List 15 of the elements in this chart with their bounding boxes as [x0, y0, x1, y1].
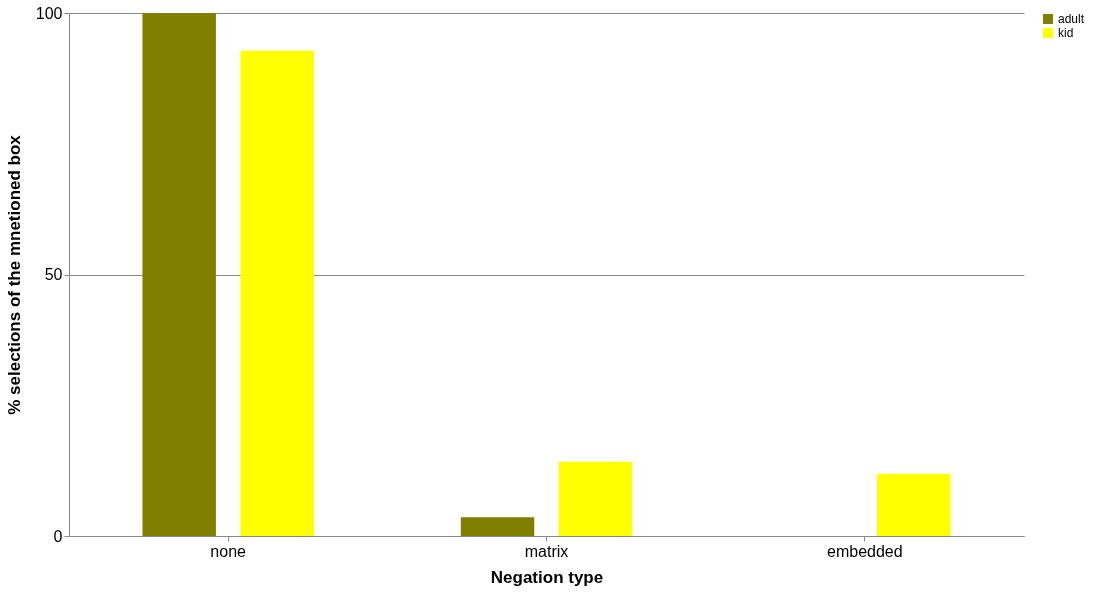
y-tick-label: 100: [35, 4, 63, 22]
x-tick-label: embedded: [827, 542, 903, 560]
x-tick-label: matrix: [524, 542, 569, 560]
bar: [142, 13, 216, 536]
bar: [240, 50, 314, 536]
legend-label: kid: [1058, 26, 1074, 40]
y-tick-label: 50: [44, 266, 63, 283]
bar: [558, 461, 633, 536]
legend-label: adult: [1058, 12, 1085, 26]
bar: [460, 517, 535, 536]
y-axis-title: % selections of the mnetioned box: [4, 134, 24, 415]
y-tick-label: 0: [53, 527, 63, 545]
x-tick-label: none: [210, 542, 247, 560]
bar: [877, 473, 951, 536]
x-axis-title: Negation type: [490, 567, 604, 587]
